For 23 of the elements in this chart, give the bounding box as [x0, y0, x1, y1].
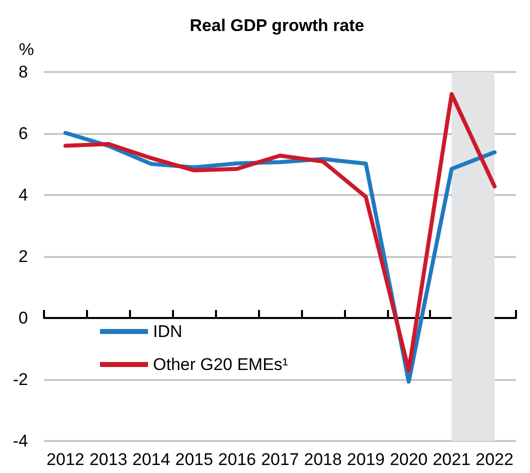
y-tick-label: 4 — [18, 186, 28, 204]
x-tick-label: 2020 — [390, 450, 428, 469]
chart-title: Real GDP growth rate — [190, 16, 364, 35]
y-tick-label: 2 — [18, 247, 28, 266]
legend-label: Other G20 EMEs¹ — [153, 355, 288, 374]
x-tick-label: 2016 — [218, 450, 256, 469]
y-tick-label: 0 — [18, 308, 28, 328]
x-tick-label: 2012 — [46, 450, 84, 469]
x-tick-label: 2013 — [89, 450, 128, 469]
y-tick-label: -2 — [12, 370, 28, 389]
y-tick-label: 6 — [18, 124, 28, 143]
x-tick-label: 2015 — [175, 450, 214, 469]
x-tick-label: 2019 — [346, 450, 385, 469]
y-axis-title: % — [18, 40, 34, 59]
y-tick-label: 8 — [18, 62, 28, 82]
x-tick-label: 2021 — [432, 450, 471, 469]
x-tick-label: 2017 — [261, 450, 299, 469]
line-series — [63, 92, 497, 372]
x-tick-label: 2018 — [304, 450, 342, 469]
x-tick-label: 2022 — [476, 450, 514, 469]
y-tick-label: -4 — [12, 432, 28, 450]
x-tick-label: 2014 — [132, 450, 170, 469]
legend-label: IDN — [153, 322, 182, 341]
